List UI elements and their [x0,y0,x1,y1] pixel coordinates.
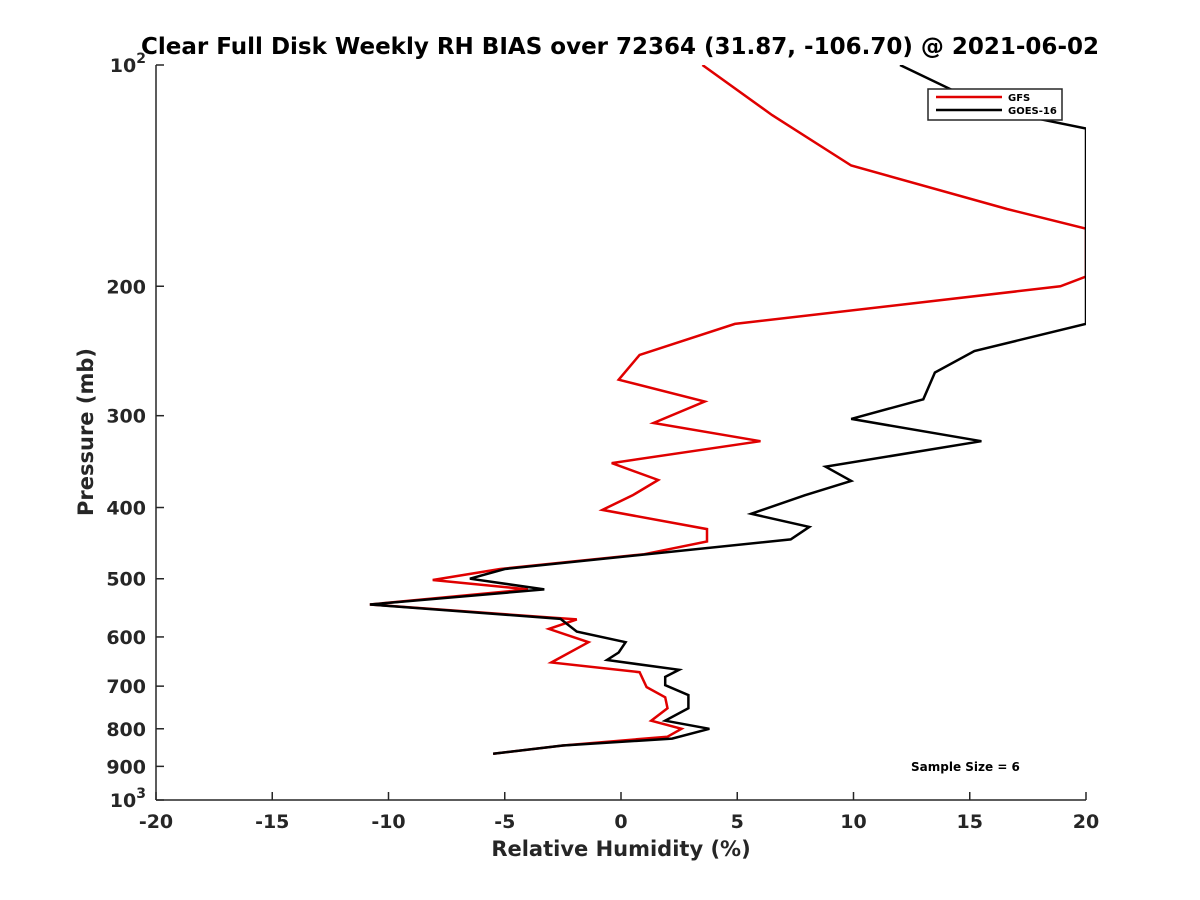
legend-label-gfs: GFS [1008,93,1030,104]
y-ticks: 102 200 300 400 500 600 700 800 900 103 [106,51,164,812]
x-tick-label: -15 [255,811,289,833]
legend-label-goes16: GOES-16 [1008,106,1057,117]
y-tick-label: 800 [106,719,146,741]
x-axis-label: Relative Humidity (%) [491,837,750,861]
plot-area: -20 -15 -10 -5 0 5 10 15 20 102 200 300 400 500 600 70… [106,51,1099,833]
x-tick-label: -20 [139,811,173,833]
x-tick-label: 15 [957,811,983,833]
y-tick-label: 102 [110,51,146,77]
x-tick-label: 0 [614,811,627,833]
x-tick-label: 5 [731,811,744,833]
chart-title: Clear Full Disk Weekly RH BIAS over 7236… [141,34,1099,60]
y-tick-label: 200 [106,276,146,298]
x-tick-label: 20 [1073,811,1099,833]
y-tick-label: 700 [106,676,146,698]
y-tick-label: 900 [106,756,146,778]
y-tick-label: 400 [106,498,146,520]
y-tick-label: 600 [106,627,146,649]
legend: GFS GOES-16 [927,88,1063,121]
legend-box [927,88,1063,121]
series-line-goes16 [369,65,1086,755]
series-line-gfs [369,65,1086,755]
x-tick-label: 10 [840,811,866,833]
x-ticks: -20 -15 -10 -5 0 5 10 15 20 [139,792,1099,833]
y-tick-label: 300 [106,406,146,428]
sample-size-annotation: Sample Size = 6 [911,760,1020,774]
x-tick-label: -5 [494,811,515,833]
x-tick-label: -10 [371,811,405,833]
y-tick-label: 500 [106,569,146,591]
y-axis-label: Pressure (mb) [74,348,98,516]
y-tick-label: 103 [110,786,146,812]
data-lines [369,65,1086,755]
